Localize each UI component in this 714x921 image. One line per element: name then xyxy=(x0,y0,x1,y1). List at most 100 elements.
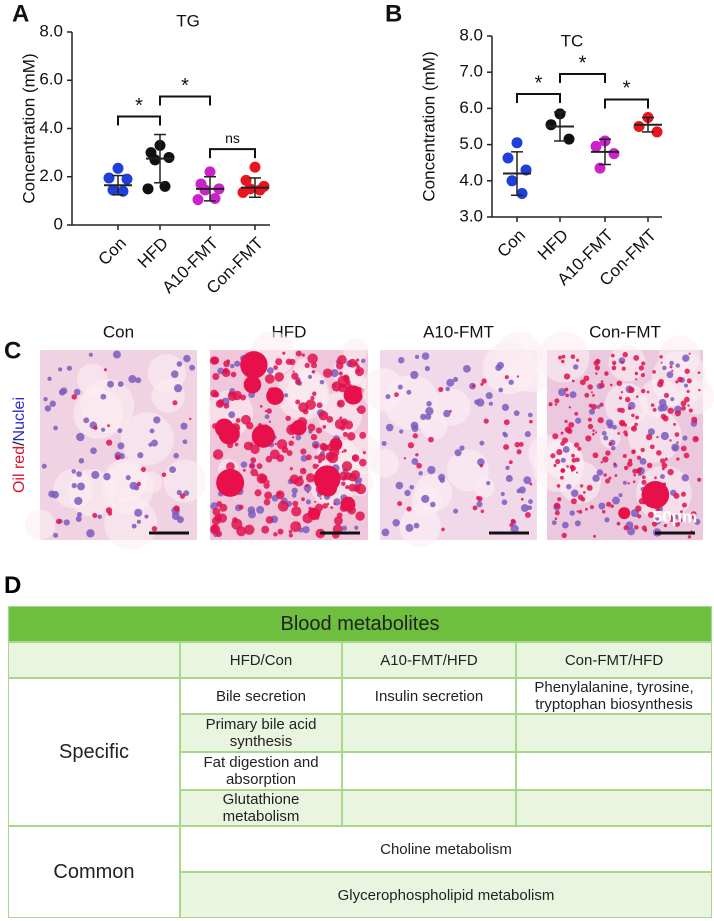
lipid-droplet xyxy=(681,502,687,508)
lipid-droplet xyxy=(650,403,655,407)
lipid-droplet xyxy=(211,356,220,365)
lipid-droplet xyxy=(301,497,305,502)
lipid-droplet xyxy=(313,443,319,449)
y-tick-label: 6.0 xyxy=(39,70,63,89)
lipid-droplet xyxy=(570,498,577,505)
lipid-droplet xyxy=(687,404,690,407)
lipid-droplet xyxy=(649,444,655,450)
lipid-droplet xyxy=(571,457,577,463)
lipid-droplet xyxy=(292,370,295,373)
lipid-droplet xyxy=(674,432,680,437)
nucleus xyxy=(662,365,667,371)
image-title: A10-FMT xyxy=(423,322,494,341)
lipid-droplet xyxy=(333,516,343,526)
lipid-droplet xyxy=(553,463,557,468)
nucleus xyxy=(51,490,60,499)
lipid-droplet xyxy=(588,403,593,408)
lipid-droplet xyxy=(660,361,663,364)
y-tick-label: 2.0 xyxy=(39,166,63,185)
lipid-droplet xyxy=(623,465,629,471)
lipid-droplet xyxy=(240,351,268,379)
lipid-droplet xyxy=(295,379,301,386)
nucleus xyxy=(176,516,184,524)
lipid-droplet xyxy=(264,409,268,413)
lipid-droplet xyxy=(584,392,590,398)
lipid-droplet xyxy=(264,374,275,384)
y-tick-label: 8.0 xyxy=(39,21,63,40)
lipid-droplet xyxy=(310,395,315,401)
lipid-droplet xyxy=(565,393,569,398)
lipid-droplet xyxy=(508,460,513,465)
nucleus xyxy=(610,445,616,451)
lipid-droplet xyxy=(553,502,561,509)
lipid-droplet xyxy=(622,453,627,458)
nucleus xyxy=(569,510,575,516)
lipid-droplet xyxy=(107,424,110,428)
lipid-droplet xyxy=(300,448,307,455)
nucleus xyxy=(101,427,106,432)
lipid-droplet xyxy=(631,427,634,430)
nucleus xyxy=(153,416,161,424)
nucleus xyxy=(41,463,47,469)
nucleus xyxy=(406,389,412,395)
y-tick-label: 7.0 xyxy=(459,62,483,81)
nucleus xyxy=(129,481,138,490)
lipid-droplet xyxy=(680,491,687,497)
lipid-droplet xyxy=(317,459,322,464)
nucleus xyxy=(76,432,85,442)
nucleus xyxy=(574,520,581,527)
y-tick-label: 6.0 xyxy=(459,98,483,117)
lipid-droplet xyxy=(307,353,318,365)
lipid-droplet xyxy=(560,431,564,435)
image-title: Con-FMT xyxy=(589,322,661,341)
nucleus xyxy=(230,363,235,369)
lipid-droplet xyxy=(268,420,272,423)
nucleus xyxy=(513,410,520,417)
lipid-droplet xyxy=(292,500,299,507)
table-cell xyxy=(342,790,516,826)
lipid-droplet xyxy=(589,505,594,510)
image-title: Con xyxy=(103,322,134,341)
lipid-droplet xyxy=(592,394,595,397)
nucleus xyxy=(445,386,450,392)
nucleus xyxy=(150,439,158,447)
nucleus xyxy=(505,465,510,471)
lipid-droplet xyxy=(326,502,330,506)
lipid-droplet xyxy=(161,472,167,478)
data-point xyxy=(651,126,663,138)
lipid-droplet xyxy=(559,475,564,480)
lipid-droplet xyxy=(669,439,672,442)
lipid-droplet xyxy=(480,382,484,386)
lipid-droplet xyxy=(673,422,676,426)
lipid-droplet xyxy=(227,391,238,401)
significance-label: * xyxy=(181,75,189,97)
nucleus xyxy=(86,529,95,538)
significance-label: * xyxy=(623,78,631,100)
tissue-patch xyxy=(639,378,679,418)
lipid-droplet xyxy=(564,426,572,433)
nucleus xyxy=(510,524,519,533)
lipid-droplet xyxy=(586,484,593,491)
nucleus xyxy=(426,401,432,407)
nucleus xyxy=(49,400,56,408)
lipid-droplet xyxy=(617,407,622,413)
data-point xyxy=(502,152,514,164)
nucleus xyxy=(397,384,403,390)
scale-bar-label: 50μm xyxy=(653,507,697,526)
table-cell: Glycerophospholipid metabolism xyxy=(180,872,712,918)
nucleus xyxy=(612,424,617,430)
nucleus xyxy=(508,379,514,385)
nucleus xyxy=(603,435,609,441)
data-point xyxy=(121,173,133,185)
lipid-droplet xyxy=(579,484,584,488)
lipid-droplet xyxy=(263,498,271,506)
lipid-droplet xyxy=(652,407,657,412)
significance-label: * xyxy=(135,95,143,117)
nucleus xyxy=(453,376,459,383)
lipid-droplet xyxy=(330,506,334,510)
lipid-droplet xyxy=(266,387,284,405)
tissue-patch xyxy=(558,461,602,504)
lipid-droplet xyxy=(659,355,663,359)
nucleus xyxy=(669,360,674,366)
